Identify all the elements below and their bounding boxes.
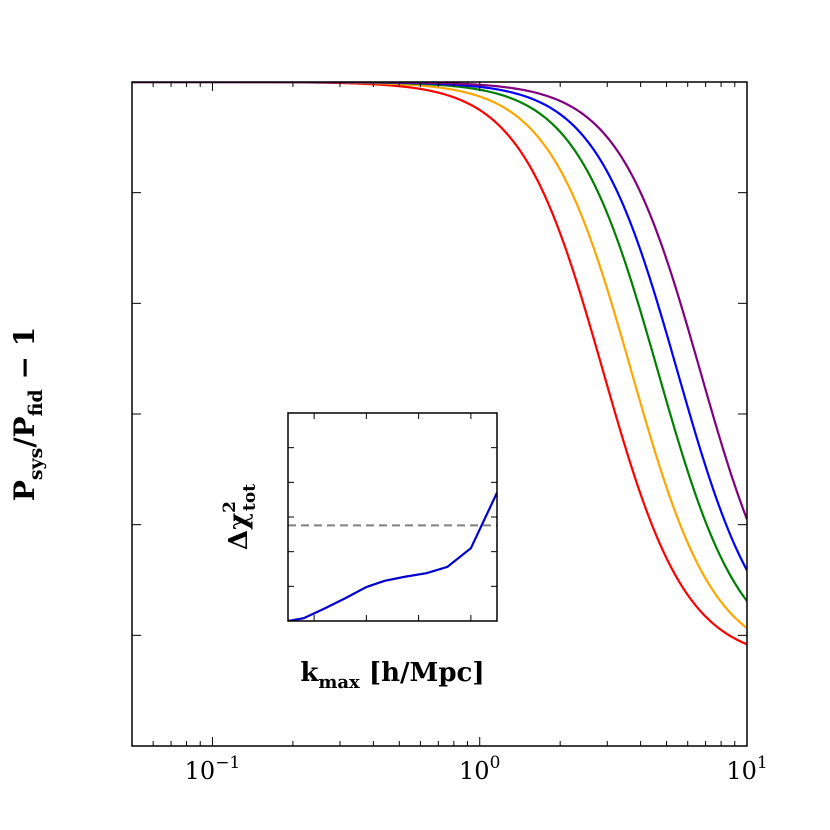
x-tick-label: 101 [726,753,767,785]
inset-y-axis-label: Δχ2tot [220,484,260,550]
x-tick-label: 10−1 [185,753,241,785]
x-tick-label: 100 [459,753,500,785]
chart-svg: 10−1 100 101 Psys/Pfid − 1 kmax [h/Mpc] Δχ2t… [0,0,830,830]
inset-background [288,413,497,621]
y-axis-label: Psys/Pfid − 1 [8,327,47,501]
inset-x-axis-label: kmax [h/Mpc] [300,658,484,693]
inset-plot: kmax [h/Mpc] Δχ2tot [220,413,497,693]
